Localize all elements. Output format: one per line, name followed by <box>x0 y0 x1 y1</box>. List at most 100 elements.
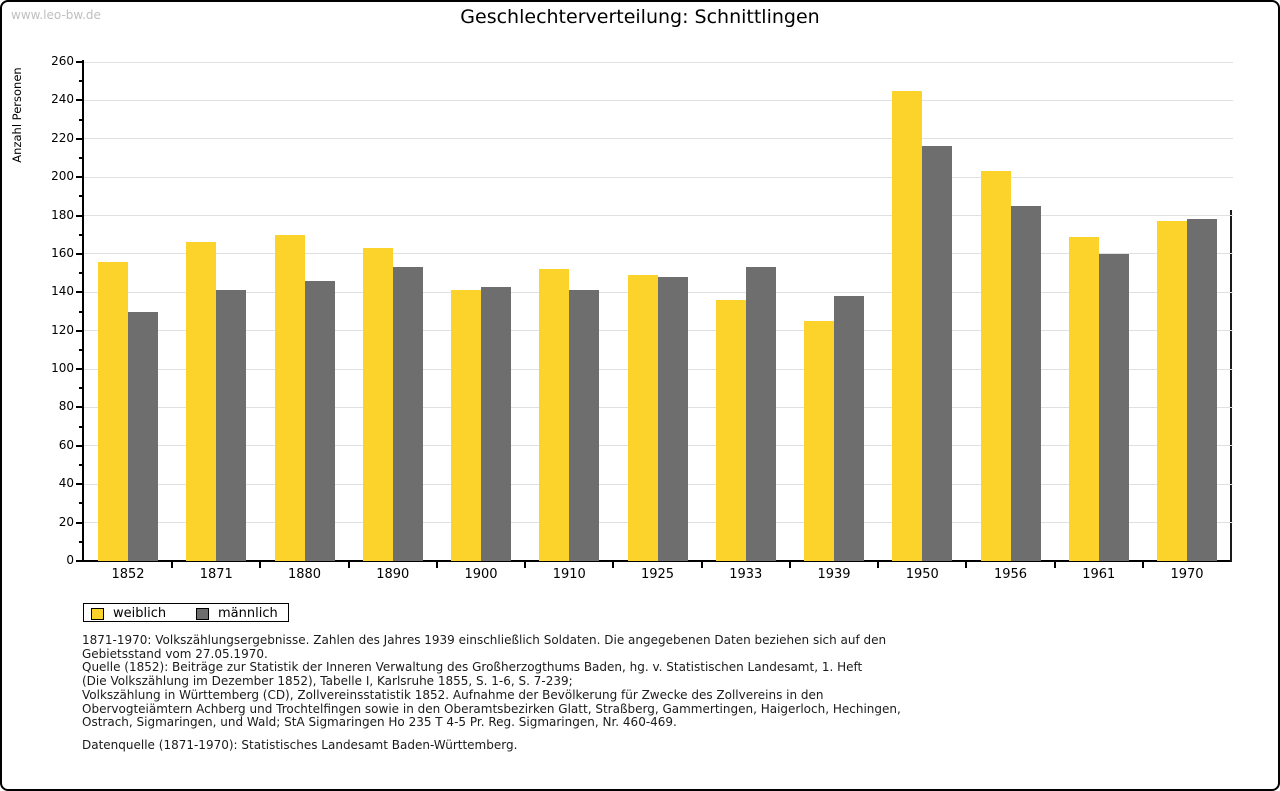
x-axis-tick <box>1141 562 1144 568</box>
x-axis-label: 1910 <box>552 567 586 582</box>
bar-männlich-1933 <box>745 267 776 561</box>
y-axis-tick <box>76 444 82 447</box>
x-axis-tick <box>347 562 350 568</box>
bar-männlich-1950 <box>922 146 953 561</box>
footnote-line: 1871-1970: Volkszählungsergebnisse. Zahl… <box>82 633 887 647</box>
y-axis-tick <box>76 483 82 486</box>
y-axis-tick-label: 80 <box>58 399 74 414</box>
y-axis-minor-tick <box>79 80 82 83</box>
x-axis-tick <box>700 562 703 568</box>
y-axis-tick-label: 220 <box>51 130 74 145</box>
x-axis-tick <box>171 562 174 568</box>
x-axis-label: 1900 <box>464 567 498 582</box>
bar-männlich-1961 <box>1098 253 1129 561</box>
legend: weiblich männlich <box>83 603 289 622</box>
bar-männlich-1880 <box>304 280 335 561</box>
y-axis-tick-label: 60 <box>58 437 74 452</box>
y-axis-tick <box>76 560 82 562</box>
y-axis-tick-label: 120 <box>51 322 74 337</box>
y-axis-tick-label: 160 <box>51 245 74 260</box>
footnote-line: Ostrach, Sigmaringen, und Wald; StA Sigm… <box>82 715 677 730</box>
y-axis-minor-tick <box>79 233 82 236</box>
legend-label: männlich <box>218 606 278 621</box>
bar-männlich-1871 <box>216 290 247 561</box>
footnote-line: Obervogteiämtern Achberg und Trochtelfin… <box>82 701 901 716</box>
maennlich-swatch-icon <box>196 607 209 620</box>
bar-weiblich-1950 <box>892 90 923 561</box>
legend-item-maennlich: männlich <box>196 604 278 623</box>
x-axis-tick <box>1053 562 1056 568</box>
gridline <box>84 138 1233 140</box>
y-axis-minor-tick <box>79 156 82 159</box>
x-axis-tick <box>524 562 527 568</box>
x-axis-label: 1939 <box>817 567 851 582</box>
y-axis-tick-label: 140 <box>51 284 74 299</box>
y-axis-minor-tick <box>79 540 82 543</box>
footnote-block: 1871-1970: Volkszählungsergebnisse. Zahl… <box>82 633 901 753</box>
y-axis-tick-label: 240 <box>51 92 74 107</box>
data-source-line: Datenquelle (1871-1970): Statistisches L… <box>82 737 518 752</box>
y-axis-minor-tick <box>79 464 82 467</box>
y-axis-tick-label: 100 <box>51 361 74 376</box>
x-axis-label: 1890 <box>376 567 410 582</box>
gridline <box>84 215 1233 217</box>
x-axis-label: 1950 <box>905 567 939 582</box>
bar-weiblich-1910 <box>539 269 570 561</box>
y-axis-tick <box>76 406 82 409</box>
y-axis-minor-tick <box>79 502 82 505</box>
x-axis-tick <box>435 562 438 568</box>
x-axis-label: 1933 <box>729 567 763 582</box>
y-axis-tick-label: 20 <box>58 514 74 529</box>
gridline <box>84 61 1233 63</box>
x-axis-tick <box>612 562 615 568</box>
bar-weiblich-1925 <box>627 275 658 561</box>
x-axis-tick <box>965 562 968 568</box>
y-axis-minor-tick <box>79 272 82 275</box>
plot-right-border <box>1230 210 1232 562</box>
weiblich-swatch-icon <box>91 607 104 620</box>
y-axis-tick <box>76 137 82 140</box>
y-axis-tick-label: 40 <box>58 476 74 491</box>
chart-title: Geschlechterverteilung: Schnittlingen <box>460 6 820 28</box>
y-axis-tick-label: 180 <box>51 207 74 222</box>
bar-männlich-1970 <box>1187 219 1217 561</box>
y-axis-tick <box>76 368 82 371</box>
y-axis-minor-tick <box>79 195 82 198</box>
y-axis-tick <box>76 252 82 255</box>
x-axis-tick <box>877 562 880 568</box>
bar-weiblich-1956 <box>980 171 1011 561</box>
legend-label: weiblich <box>113 606 167 621</box>
y-axis-line <box>82 60 84 562</box>
x-axis-line <box>82 560 1232 562</box>
y-axis-tick <box>76 329 82 332</box>
y-axis-tick <box>76 521 82 524</box>
y-axis-tick-label: 200 <box>51 169 74 184</box>
gridline <box>84 176 1233 178</box>
y-axis-tick <box>76 99 82 102</box>
y-axis-tick <box>76 176 82 179</box>
bar-männlich-1900 <box>481 286 511 561</box>
bar-weiblich-1970 <box>1157 221 1187 561</box>
y-axis-minor-tick <box>79 310 82 313</box>
bar-weiblich-1961 <box>1068 236 1099 561</box>
y-axis-minor-tick <box>79 425 82 428</box>
gridline <box>84 253 1233 255</box>
y-axis-minor-tick <box>79 118 82 121</box>
x-axis-label: 1871 <box>199 567 233 582</box>
y-axis-tick <box>76 61 82 63</box>
x-axis-tick <box>788 562 791 568</box>
y-axis-tick-label: 260 <box>51 54 74 68</box>
bar-männlich-1890 <box>392 267 423 561</box>
bar-männlich-1956 <box>1010 205 1041 561</box>
y-axis-tick <box>76 291 82 294</box>
footnote-line: (Die Volkszählung im Dezember 1852), Tab… <box>82 674 573 689</box>
y-axis-tick <box>76 214 82 217</box>
gridline <box>84 99 1233 101</box>
y-axis-minor-tick <box>79 348 82 351</box>
bar-weiblich-1900 <box>451 290 481 561</box>
footnote-line: Gebietsstand vom 27.05.1970. <box>82 646 268 661</box>
footnote-line: Volkszählung in Württemberg (CD), Zollve… <box>82 687 824 702</box>
y-axis-minor-tick <box>79 387 82 390</box>
